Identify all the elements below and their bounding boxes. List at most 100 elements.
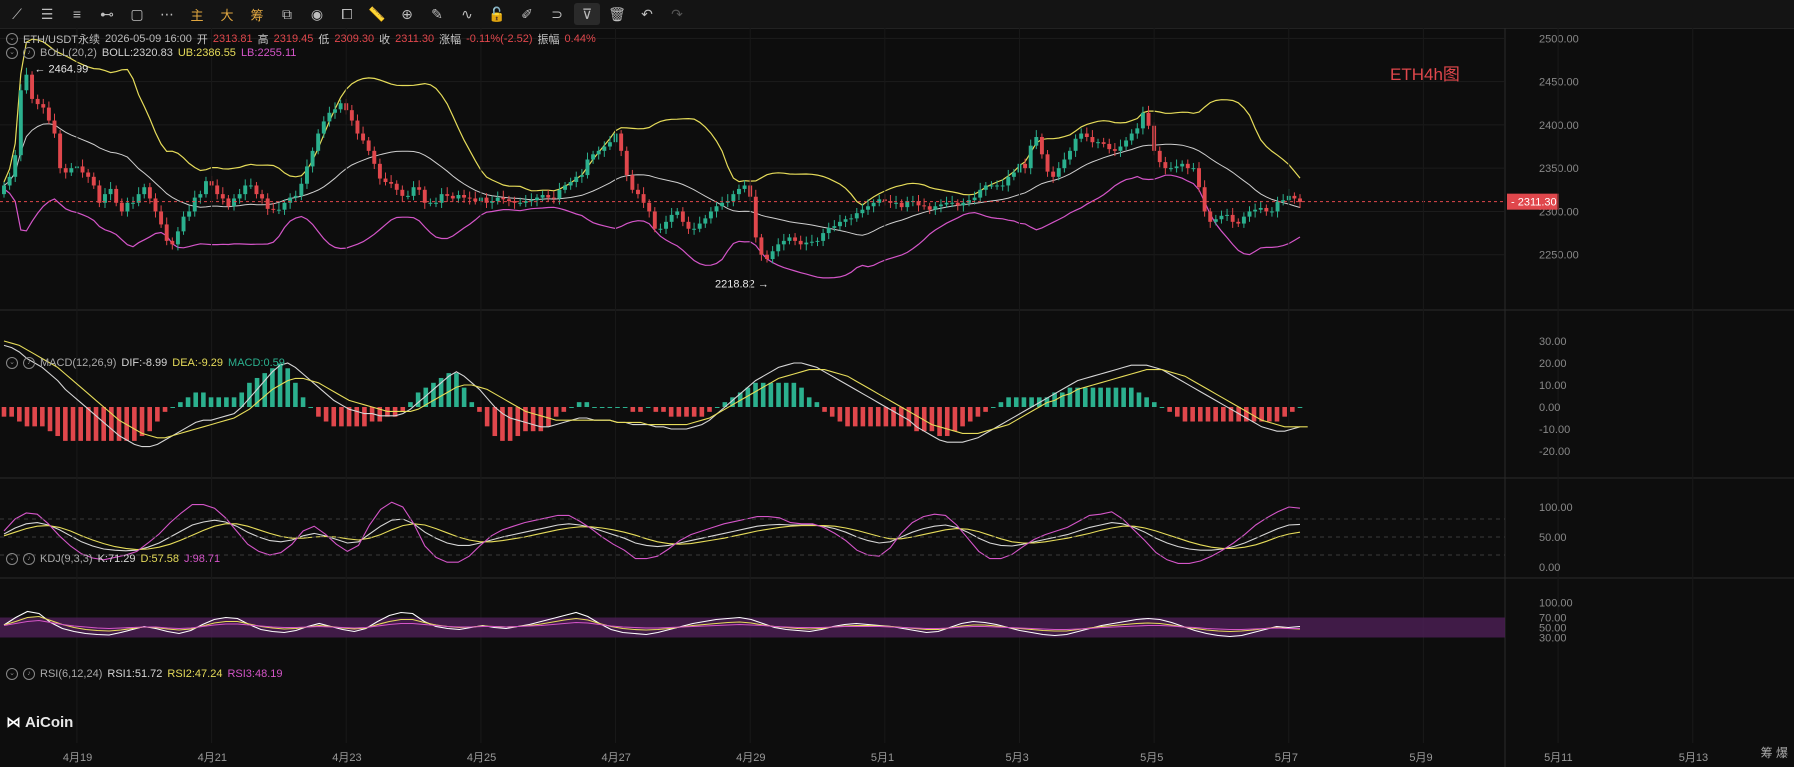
candle-body [607, 142, 612, 147]
screenshot-icon[interactable]: ⧠ [341, 5, 353, 22]
high-label: 高 [257, 34, 269, 46]
candle-body [131, 202, 136, 204]
candle-body [484, 197, 489, 203]
time-tick-label: 5月1 [871, 752, 894, 764]
bell-icon[interactable]: ♪ [23, 47, 35, 59]
line-tool-icon[interactable]: ⟋ [12, 5, 22, 22]
candle-body [983, 185, 988, 190]
filter-icon[interactable]: ⊽ [574, 3, 600, 25]
eye-icon[interactable]: ◉ [310, 5, 324, 22]
macd-histogram-bar [124, 407, 129, 441]
macd-histogram-bar [845, 407, 850, 427]
candle-body [540, 194, 545, 198]
candle-body [170, 240, 175, 245]
open-value: 2313.81 [212, 33, 253, 45]
candle-body [422, 189, 427, 203]
candle-body [18, 90, 23, 156]
candle-body [922, 205, 927, 207]
candle-body [602, 146, 607, 151]
macd-histogram-bar [1267, 407, 1272, 422]
da-indicator-button[interactable]: 大 [220, 7, 234, 23]
macd-histogram-bar [1205, 407, 1211, 422]
lock-icon[interactable]: 🔓 [488, 5, 506, 22]
zoom-icon[interactable]: ⊕ [401, 5, 413, 22]
close-label: 收 [379, 34, 391, 46]
candle-body [187, 211, 192, 217]
collapse-icon[interactable]: ⌄ [6, 47, 18, 59]
candle-body [804, 242, 809, 245]
chip-indicator-button[interactable]: 筹 [250, 7, 264, 23]
horizontal-line-icon[interactable]: ⊷ [100, 5, 114, 22]
wave-icon[interactable]: ∿ [461, 5, 473, 22]
macd-histogram-bar [768, 382, 774, 407]
macd-histogram-bar [1244, 407, 1249, 422]
candle-body [535, 197, 539, 201]
compare-icon[interactable]: ⧉ [282, 5, 292, 22]
macd-histogram-bar [293, 382, 298, 407]
bell-icon[interactable]: ♪ [23, 668, 35, 680]
macd-histogram-bar [745, 387, 751, 407]
trash-icon[interactable]: 🗑 [608, 5, 626, 22]
boll-ub-value: UB:2386.55 [177, 47, 236, 59]
candle-body [243, 185, 248, 195]
candle-body [13, 155, 18, 177]
macd-histogram-bar [477, 407, 482, 412]
high-price-annotation: ← 2464.99 [34, 64, 88, 76]
candle-body [1112, 149, 1117, 151]
candle-body [854, 213, 859, 219]
candle-body [619, 133, 624, 151]
edit-icon[interactable]: ✐ [521, 5, 533, 22]
undo-icon[interactable]: ↶ [641, 5, 653, 22]
macd-histogram-bar [975, 407, 981, 417]
magnet-icon[interactable]: ⊃ [551, 5, 563, 22]
corner-buttons[interactable]: 筹 爆 [1760, 746, 1788, 760]
candle-body [692, 228, 697, 230]
macd-histogram-bar [898, 407, 904, 427]
candle-body [1090, 137, 1095, 143]
rsi-rsi3-line [3, 619, 1300, 631]
ruler-icon[interactable]: 📏 [368, 5, 386, 22]
macd-histogram-bar [783, 382, 789, 407]
bell-icon[interactable]: ♪ [23, 553, 35, 565]
main-indicator-button[interactable]: 主 [190, 7, 204, 23]
candle-body [1241, 216, 1246, 224]
candle-body [995, 185, 1000, 187]
collapse-icon[interactable]: ⌄ [6, 33, 18, 45]
candle-body [697, 223, 702, 229]
candle-body [462, 194, 467, 198]
time-tick-label: 5月3 [1005, 752, 1028, 764]
kdj-k-line [3, 518, 1301, 552]
macd-histogram-bar [162, 407, 168, 412]
macd-dea-line [3, 340, 1308, 439]
macd-histogram-bar [1059, 392, 1065, 407]
kdj-name: KDJ(9,3,3) [40, 553, 93, 565]
price-tick-label: 2250.00 [1539, 250, 1579, 262]
path-icon[interactable]: ⋯ [160, 5, 174, 22]
macd-histogram-bar [1213, 407, 1218, 422]
collapse-icon[interactable]: ⌄ [6, 357, 18, 369]
bell-icon[interactable]: ♪ [23, 357, 35, 369]
brush-icon[interactable]: ✎ [431, 5, 443, 22]
macd-histogram-bar [883, 407, 889, 427]
candle-body [815, 240, 820, 242]
rectangle-icon[interactable]: ▢ [130, 5, 144, 22]
candle-body [938, 204, 943, 207]
collapse-icon[interactable]: ⌄ [6, 553, 18, 565]
candle-body [1180, 163, 1185, 167]
candle-body [574, 176, 579, 183]
candle-body [647, 202, 652, 212]
candle-body [237, 194, 242, 199]
candle-body [41, 104, 46, 108]
macd-histogram-bar [1274, 407, 1280, 422]
redo-icon[interactable]: ↷ [671, 5, 683, 22]
candle-body [1034, 137, 1039, 146]
macd-histogram-bar [285, 368, 291, 407]
chart-canvas[interactable]: 2250.002300.002350.002400.002450.002500.… [0, 28, 1794, 767]
parallel-lines-icon[interactable]: ≡ [72, 6, 82, 22]
list-icon[interactable]: ☰ [40, 5, 54, 22]
boll-lb-value: LB:2255.11 [240, 47, 297, 59]
candle-body [832, 226, 837, 228]
collapse-icon[interactable]: ⌄ [6, 668, 18, 680]
candle-body [770, 251, 775, 260]
macd-histogram-bar [1144, 397, 1149, 407]
